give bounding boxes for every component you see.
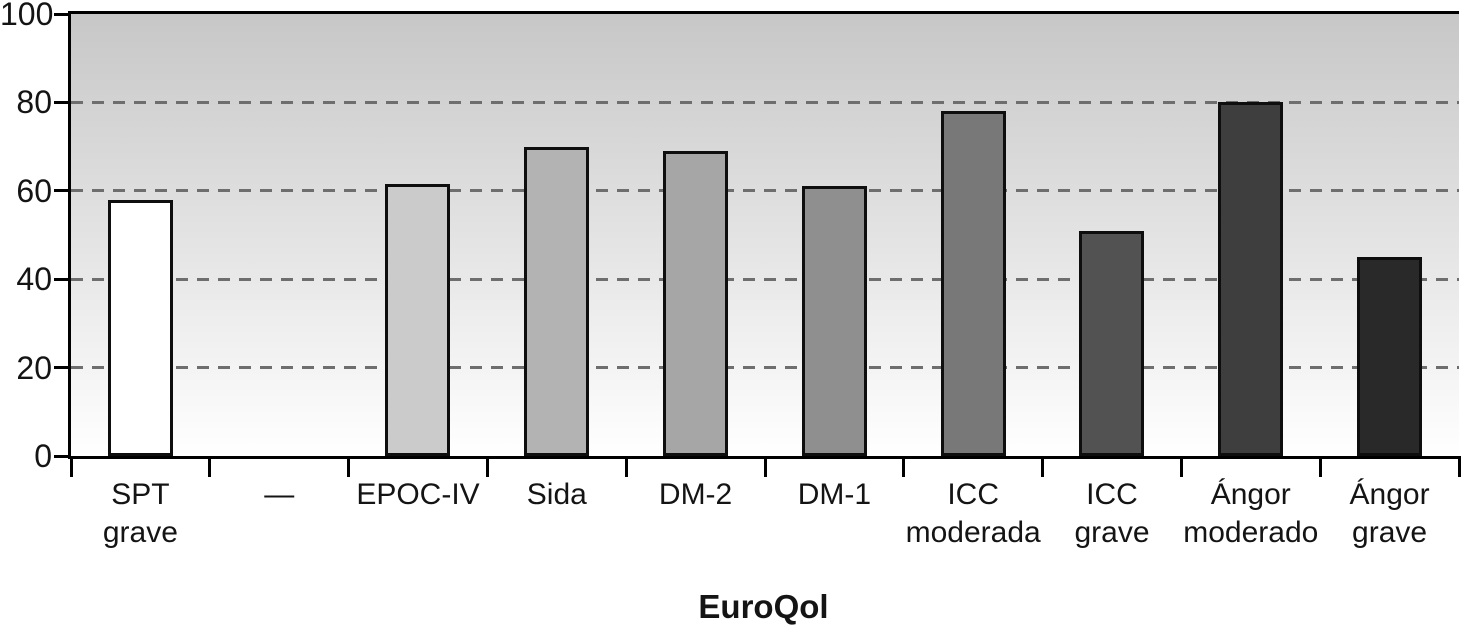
x-category-label: SPT grave — [102, 478, 178, 549]
bar-slot — [765, 14, 904, 456]
x-category-label: Ángor grave — [1349, 478, 1430, 549]
bar-ángor-moderado — [1218, 102, 1284, 456]
x-axis-tick-mark — [1179, 456, 1183, 477]
x-axis-tick-mark — [485, 456, 489, 477]
y-axis-tick-mark — [54, 100, 68, 104]
bar-ángor-grave — [1357, 257, 1423, 456]
bars-container — [71, 14, 1459, 456]
bar-epoc-iv — [385, 184, 451, 456]
x-axis-tick-mark — [347, 456, 351, 477]
y-axis-tick-mark — [54, 189, 68, 193]
y-axis-tick-mark — [54, 277, 68, 281]
y-axis-tick-label: 0 — [34, 438, 52, 474]
x-axis-tick-mark — [1457, 456, 1461, 477]
bar-slot — [487, 14, 626, 456]
x-axis-tick-mark — [208, 456, 212, 477]
bar-dm-1 — [801, 186, 867, 456]
x-axis-tick-mark — [1318, 456, 1322, 477]
y-axis-tick-label: 60 — [16, 172, 52, 209]
x-category-label: — — [264, 478, 295, 511]
x-category-label: DM-1 — [797, 478, 872, 511]
y-axis-tick-mark — [54, 454, 68, 458]
bar-slot — [349, 14, 488, 456]
x-category-label: EPOC-IV — [356, 478, 480, 511]
y-axis-tick-label: 40 — [16, 261, 52, 298]
bar-slot — [904, 14, 1043, 456]
x-category-label: ICC moderada — [905, 478, 1041, 549]
x-axis-category-labels: SPT grave — EPOC-IV Sida DM-2 DM-1 ICC moderad… — [71, 476, 1459, 552]
x-axis-tick-mark — [1041, 456, 1045, 477]
x-category-label: ICC grave — [1074, 478, 1150, 549]
gridline-20 — [71, 366, 1459, 370]
x-axis-tick-mark — [902, 456, 906, 477]
x-axis-tick-mark — [763, 456, 767, 477]
bar-icc-grave — [1079, 230, 1145, 456]
bar-slot — [1320, 14, 1459, 456]
bar-slot — [626, 14, 765, 456]
y-axis-tick-mark — [54, 366, 68, 370]
x-axis-title: EuroQol — [698, 588, 829, 625]
bar-icc-moderada — [940, 111, 1006, 456]
y-axis-tick-label: 100 — [0, 0, 54, 32]
x-axis-tick-mark — [624, 456, 628, 477]
plot-area — [68, 11, 1461, 477]
y-axis-tick-mark — [54, 12, 68, 16]
bar-dm-2 — [663, 151, 729, 456]
gridline-60 — [71, 189, 1459, 193]
x-category-label: Ángor moderado — [1183, 478, 1319, 549]
bar-slot — [1181, 14, 1320, 456]
gridline-80 — [71, 100, 1459, 104]
x-axis-tick-mark — [69, 456, 73, 477]
bar-spt-grave — [107, 199, 173, 456]
x-category-label: Sida — [526, 478, 587, 511]
y-axis-tick-label: 20 — [16, 349, 52, 386]
bar-slot — [210, 14, 349, 456]
bar-slot — [71, 14, 210, 456]
bar-slot — [1043, 14, 1182, 456]
gridline-40 — [71, 277, 1459, 281]
y-axis-tick-label: 80 — [16, 84, 52, 121]
bar-sida — [524, 146, 590, 456]
x-category-label: DM-2 — [658, 478, 733, 511]
